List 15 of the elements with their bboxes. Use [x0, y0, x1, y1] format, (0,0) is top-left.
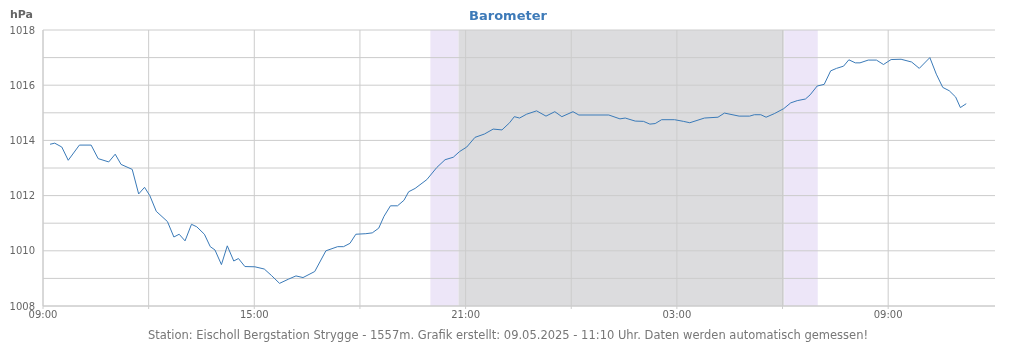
- x-tick-label: 03:00: [662, 309, 692, 321]
- y-tick-label: 1008: [9, 300, 35, 312]
- x-tick-label: 15:00: [239, 309, 269, 321]
- x-tick-label: 09:00: [873, 309, 903, 321]
- y-tick-label: 1018: [9, 24, 35, 36]
- text: Station: Eischoll Bergstation Strygge - 1557m. Grafik erstellt: 09.05.2025 - 11:10 Uhr. Daten werden automatisch gemessen!: [146, 328, 870, 342]
- y-axis-title: hPa: [10, 8, 34, 21]
- y-tick-label: 1014: [9, 134, 35, 146]
- y-tick-label: 1010: [9, 245, 35, 257]
- line-series: [49, 57, 967, 284]
- y-tick-label: 1012: [9, 190, 35, 202]
- x-tick-label: 21:00: [451, 309, 480, 321]
- x-tick-label: 09:00: [28, 309, 58, 321]
- chart-title: Barometer: [469, 8, 547, 23]
- y-tick-label: 1016: [9, 79, 35, 91]
